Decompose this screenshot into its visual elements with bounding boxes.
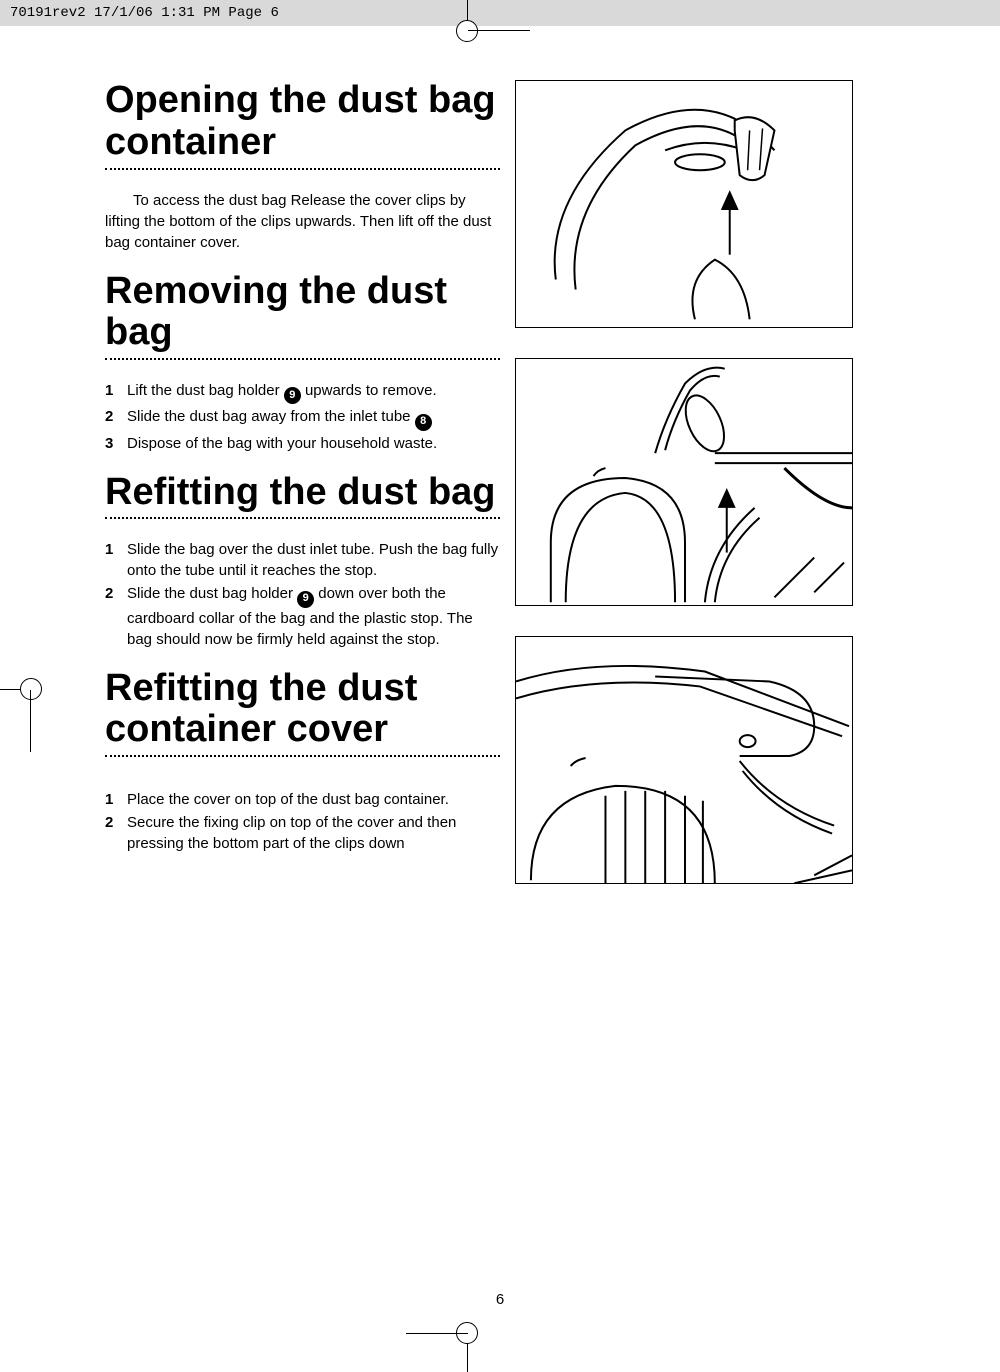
removing-steps: 1Lift the dust bag holder 9 upwards to r… [105,380,500,453]
illustration-opening [515,80,853,328]
ref-circle-icon: 8 [415,414,432,431]
crop-mark-bottom [438,1312,498,1372]
section-title-refitting-cover: Refitting the dust container cover [105,668,500,752]
list-item: 2Slide the dust bag away from the inlet … [105,406,500,430]
opening-body: To access the dust bag Release the cover… [105,190,500,253]
section-title-opening: Opening the dust bag container [105,80,500,164]
list-item: 1Slide the bag over the dust inlet tube.… [105,539,500,581]
ref-circle-icon: 9 [297,591,314,608]
dotted-rule [105,517,500,519]
refitting-bag-steps: 1Slide the bag over the dust inlet tube.… [105,539,500,649]
illustration-removing [515,358,853,606]
page-number: 6 [0,1291,1000,1308]
list-item: 1Lift the dust bag holder 9 upwards to r… [105,380,500,404]
page-content: Opening the dust bag container To access… [105,80,900,1304]
section-title-removing: Removing the dust bag [105,271,500,355]
dotted-rule [105,358,500,360]
ref-circle-icon: 9 [284,387,301,404]
dotted-rule [105,168,500,170]
list-item: 2Slide the dust bag holder 9 down over b… [105,583,500,649]
dotted-rule [105,755,500,757]
right-column [515,80,900,884]
left-column: Opening the dust bag container To access… [105,80,500,872]
section-title-refitting-bag: Refitting the dust bag [105,472,500,514]
list-item: 3Dispose of the bag with your household … [105,433,500,454]
crop-mark-left [0,660,52,720]
header-meta: 70191rev2 17/1/06 1:31 PM Page 6 [0,0,1000,26]
refitting-cover-steps: 1Place the cover on top of the dust bag … [105,789,500,854]
list-item: 2Secure the fixing clip on top of the co… [105,812,500,854]
list-item: 1Place the cover on top of the dust bag … [105,789,500,810]
illustration-refitting [515,636,853,884]
